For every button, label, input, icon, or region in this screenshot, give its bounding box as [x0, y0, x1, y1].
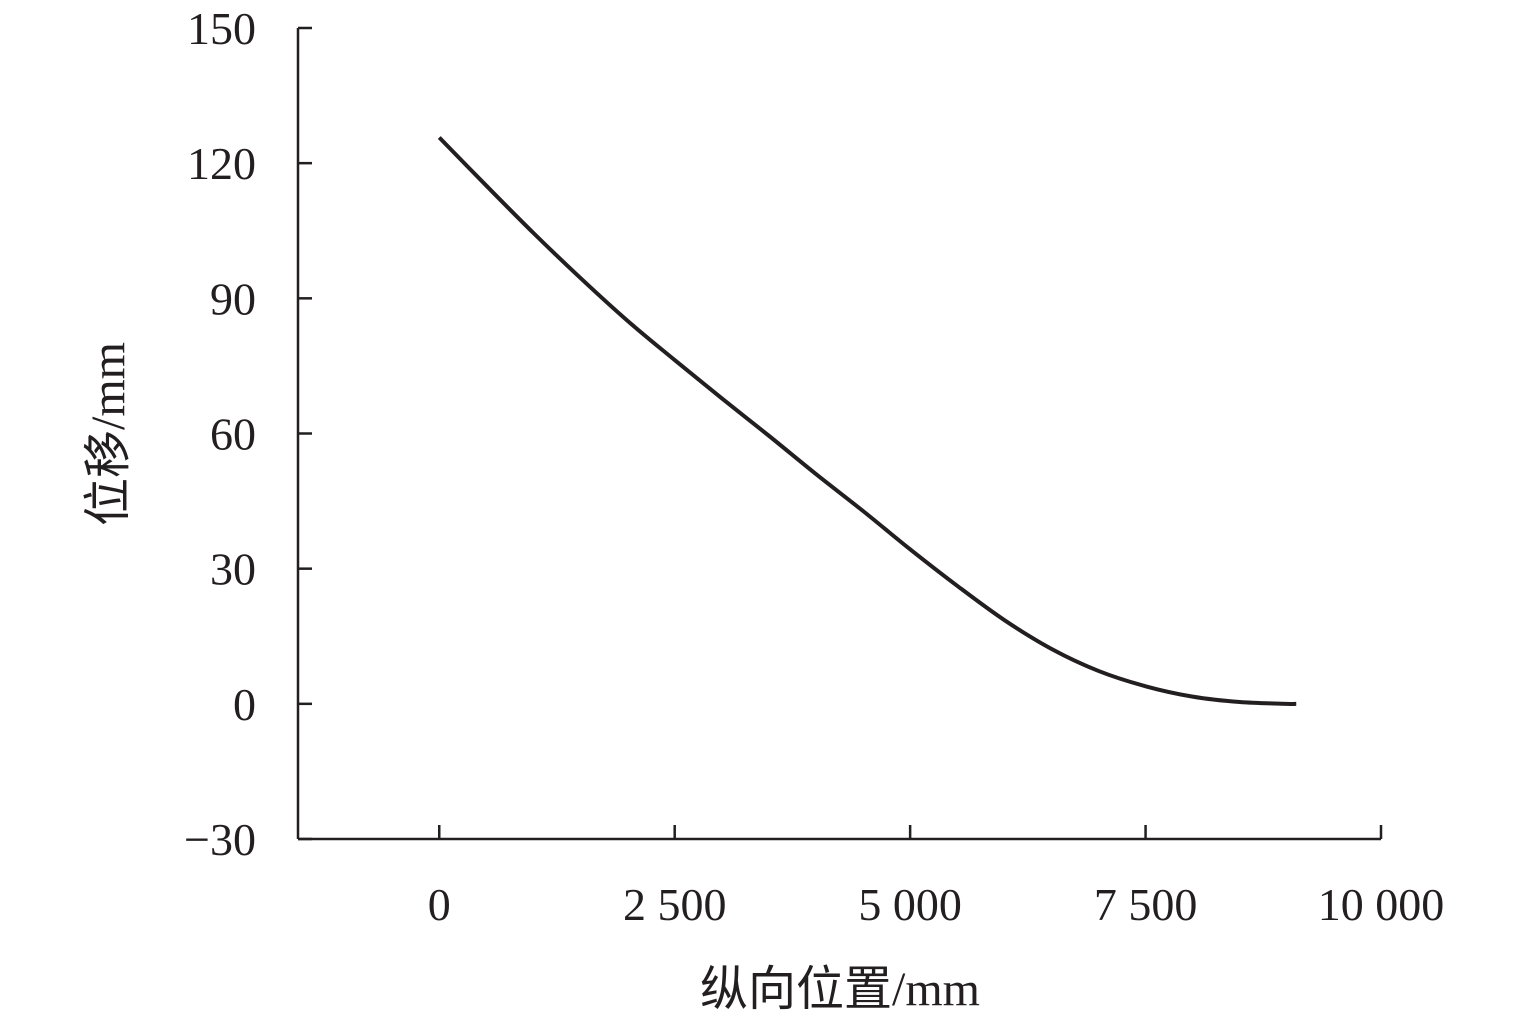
series-line — [437, 136, 1297, 706]
axes — [296, 28, 1381, 841]
x-axis-ticks: 0 2 500 5 000 7 500 10 000 — [428, 825, 1444, 930]
y-tick-label: 90 — [210, 273, 256, 324]
y-tick-label: 120 — [187, 138, 256, 189]
y-tick-label: 60 — [210, 409, 256, 460]
x-tick-label: 0 — [428, 879, 451, 930]
x-tick-label: 7 500 — [1094, 879, 1198, 930]
y-axis-title: 位移/mm — [82, 342, 135, 526]
y-tick-label: 150 — [187, 3, 256, 54]
x-tick-label: 5 000 — [858, 879, 962, 930]
y-axis-ticks: −30 0 30 60 90 120 150 — [184, 3, 312, 865]
series-layer — [437, 136, 1297, 706]
y-tick-label: 0 — [233, 679, 256, 730]
y-tick-label: 30 — [210, 544, 256, 595]
x-tick-label: 2 500 — [623, 879, 727, 930]
y-tick-label: −30 — [184, 814, 256, 865]
x-axis-title: 纵向位置/mm — [700, 963, 980, 1016]
x-tick-label: 10 000 — [1318, 879, 1445, 930]
